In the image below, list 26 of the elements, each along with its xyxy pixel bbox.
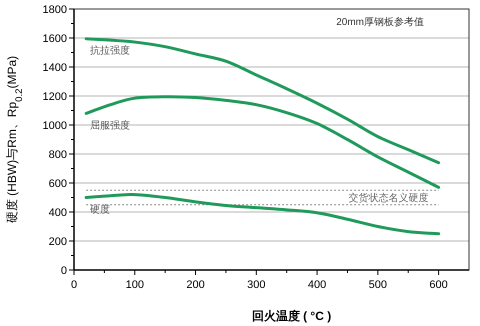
ref-line-label: 交货状态名义硬度 [348,192,429,204]
y-tick-label: 800 [48,149,67,161]
y-tick-label: 600 [48,178,67,190]
y-tick-label: 1600 [42,33,67,45]
y-tick-label: 200 [48,236,67,248]
y-tick-label: 400 [48,207,67,219]
y-tick-label: 1200 [42,91,67,103]
x-tick-label: 100 [126,279,144,291]
series-label: 屈服强度 [90,119,130,132]
x-tick-label: 500 [368,279,388,291]
x-tick-label: 600 [429,279,448,291]
y-tick-label: 1000 [42,120,67,132]
x-axis-title: 回火温度 ( °C ) [252,309,332,323]
y-tick-label: 1400 [42,62,67,74]
x-tick-label: 200 [186,279,205,291]
x-tick-label: 400 [308,279,326,291]
series-label: 抗拉强度 [90,44,130,57]
line-series [84,95,440,189]
line-series [84,193,440,236]
annotation: 20mm厚钢板参考值 [336,16,424,28]
x-tick-label: 0 [70,279,78,291]
x-tick-label: 300 [247,279,266,291]
series-label: 硬度 [90,204,110,216]
y-tick-label: 1800 [42,4,67,16]
line-series [84,37,440,164]
y-tick-label: 0 [60,265,67,277]
